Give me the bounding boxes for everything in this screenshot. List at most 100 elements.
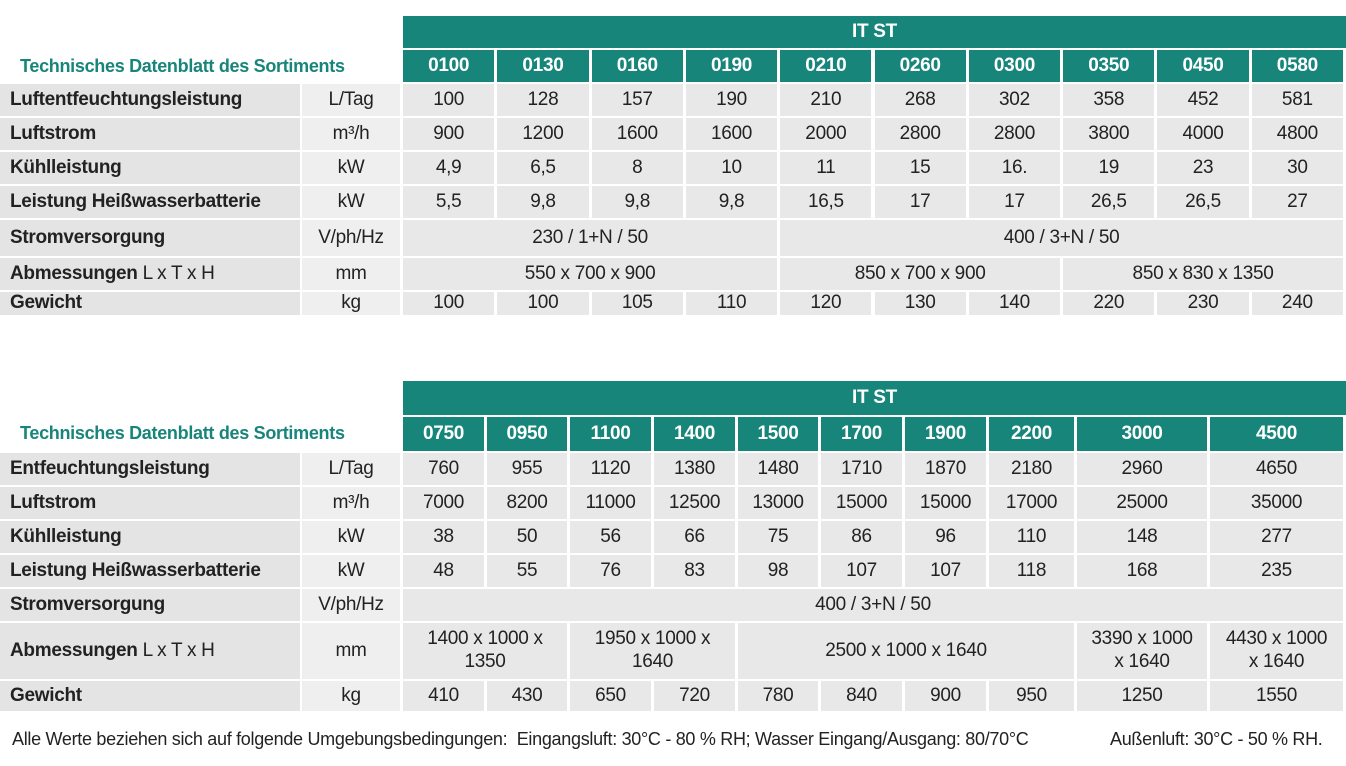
cell: 17000 bbox=[989, 487, 1074, 519]
cell: 780 bbox=[738, 681, 818, 711]
cell: 6,5 bbox=[497, 152, 589, 184]
cell: 230 / 1+N / 50 bbox=[403, 220, 778, 256]
group-header: IT ST bbox=[403, 381, 1346, 415]
cell: 1480 bbox=[738, 453, 818, 485]
cell: 268 bbox=[874, 84, 966, 116]
cell: 23 bbox=[1157, 152, 1249, 184]
row-label: Gewicht bbox=[0, 681, 300, 711]
row-unit: m³/h bbox=[302, 487, 400, 519]
cell: 83 bbox=[654, 555, 735, 587]
row-label-text: Entfeuchtungsleistung bbox=[10, 457, 210, 479]
model-header: 0130 bbox=[497, 50, 589, 82]
row-label: Gewicht bbox=[0, 292, 300, 315]
cell: 120 bbox=[780, 292, 872, 315]
cell: 130 bbox=[874, 292, 966, 315]
cell: 4430 x 1000 x 1640 bbox=[1210, 623, 1343, 679]
cell: 110 bbox=[685, 292, 778, 315]
row-label-text: Leistung Heißwasserbatterie bbox=[10, 559, 261, 581]
cell: 16. bbox=[968, 152, 1061, 184]
cell: 30 bbox=[1251, 152, 1343, 184]
model-header: 1500 bbox=[738, 417, 818, 451]
model-header: 2200 bbox=[989, 417, 1074, 451]
row-unit: kW bbox=[302, 152, 400, 184]
table-title: Technisches Datenblatt des Sortiments bbox=[20, 423, 345, 443]
cell: 4800 bbox=[1251, 118, 1343, 150]
cell: 2180 bbox=[989, 453, 1074, 485]
row-label-text: Luftstrom bbox=[10, 491, 96, 513]
cell: 157 bbox=[591, 84, 683, 116]
row-unit: kW bbox=[302, 555, 400, 587]
row-unit: L/Tag bbox=[302, 453, 400, 485]
cell: 1550 bbox=[1210, 681, 1343, 711]
cell: 2000 bbox=[780, 118, 872, 150]
cell: 5,5 bbox=[403, 186, 495, 218]
row-unit: mm bbox=[302, 258, 400, 290]
cell: 17 bbox=[968, 186, 1061, 218]
cell: 26,5 bbox=[1157, 186, 1249, 218]
row-unit: kg bbox=[302, 681, 400, 711]
cell: 235 bbox=[1210, 555, 1343, 587]
cell: 240 bbox=[1251, 292, 1343, 315]
cell: 11 bbox=[780, 152, 872, 184]
cell: 8200 bbox=[487, 487, 567, 519]
row-label: Entfeuchtungsleistung bbox=[0, 453, 300, 485]
cell: 2960 bbox=[1077, 453, 1207, 485]
row-label: Luftentfeuchtungsleistung bbox=[0, 84, 300, 116]
model-header: 0210 bbox=[780, 50, 872, 82]
row-label: Leistung Heißwasserbatterie bbox=[0, 555, 300, 587]
row-label: Abmessungen L x T x H bbox=[0, 623, 300, 679]
footnote: Außenluft: 30°C - 50 % RH. bbox=[1110, 729, 1323, 749]
row-label-note: L x T x H bbox=[142, 639, 215, 661]
cell: 19 bbox=[1063, 152, 1155, 184]
cell: 100 bbox=[403, 84, 495, 116]
cell: 38 bbox=[403, 521, 484, 553]
row-unit: kW bbox=[302, 186, 400, 218]
cell: 96 bbox=[905, 521, 986, 553]
cell: 2800 bbox=[874, 118, 966, 150]
cell: 98 bbox=[738, 555, 818, 587]
model-header: 0100 bbox=[403, 50, 495, 82]
row-label-text: Gewicht bbox=[10, 292, 82, 313]
cell: 900 bbox=[403, 118, 495, 150]
cell: 16,5 bbox=[780, 186, 872, 218]
cell: 1870 bbox=[905, 453, 986, 485]
cell: 400 / 3+N / 50 bbox=[403, 589, 1343, 621]
model-header: 1400 bbox=[654, 417, 735, 451]
cell: 3390 x 1000 x 1640 bbox=[1077, 623, 1207, 679]
row-label-note: L x T x H bbox=[142, 262, 215, 284]
cell: 56 bbox=[570, 521, 651, 553]
model-header: 0160 bbox=[591, 50, 683, 82]
cell: 15000 bbox=[905, 487, 986, 519]
cell: 107 bbox=[821, 555, 902, 587]
cell: 850 x 830 x 1350 bbox=[1063, 258, 1343, 290]
cell: 1400 x 1000 x 1350 bbox=[403, 623, 567, 679]
cell: 1120 bbox=[570, 453, 651, 485]
cell: 11000 bbox=[570, 487, 651, 519]
cell: 190 bbox=[685, 84, 778, 116]
cell: 760 bbox=[403, 453, 484, 485]
row-unit: kW bbox=[302, 521, 400, 553]
cell: 55 bbox=[487, 555, 567, 587]
row-label: Kühlleistung bbox=[0, 521, 300, 553]
row-label-text: Gewicht bbox=[10, 684, 82, 706]
cell: 4000 bbox=[1157, 118, 1249, 150]
cell: 4,9 bbox=[403, 152, 495, 184]
row-label-text: Luftstrom bbox=[10, 122, 96, 144]
cell: 66 bbox=[654, 521, 735, 553]
cell: 100 bbox=[497, 292, 589, 315]
cell: 220 bbox=[1063, 292, 1155, 315]
cell: 35000 bbox=[1210, 487, 1343, 519]
cell: 15000 bbox=[821, 487, 902, 519]
cell: 128 bbox=[497, 84, 589, 116]
cell: 9,8 bbox=[685, 186, 778, 218]
cell: 452 bbox=[1157, 84, 1249, 116]
row-unit: V/ph/Hz bbox=[302, 589, 400, 621]
row-unit: L/Tag bbox=[302, 84, 400, 116]
cell: 17 bbox=[874, 186, 966, 218]
row-label: Luftstrom bbox=[0, 487, 300, 519]
row-label-text: Leistung Heißwasserbatterie bbox=[10, 190, 261, 212]
cell: 400 / 3+N / 50 bbox=[780, 220, 1343, 256]
cell: 840 bbox=[821, 681, 902, 711]
row-label-text: Kühlleistung bbox=[10, 156, 122, 178]
row-label: Abmessungen L x T x H bbox=[0, 258, 300, 290]
